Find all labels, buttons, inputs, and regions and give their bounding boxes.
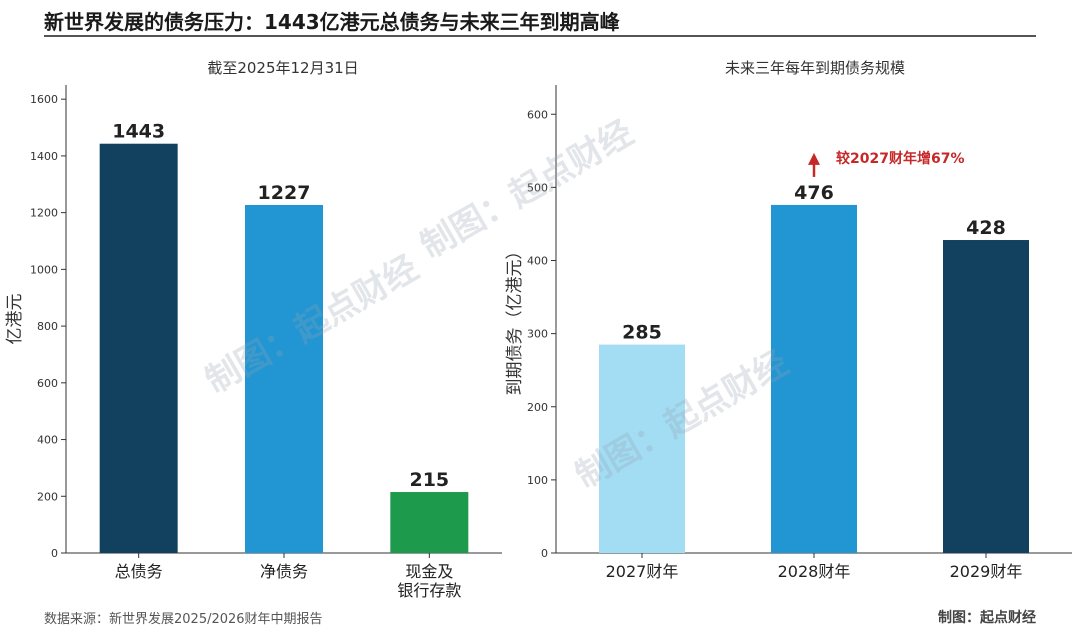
data-source-note: 数据来源：新世界发展2025/2026财年中期报告: [44, 612, 323, 627]
title-divider: [44, 35, 1036, 37]
x-tick-label: 2029财年: [950, 562, 1023, 581]
bar: [599, 344, 685, 553]
y-axis-label: 亿港元: [5, 294, 25, 345]
y-tick-label: 600: [527, 108, 548, 121]
y-tick-label: 600: [37, 377, 58, 390]
y-tick-label: 0: [51, 547, 58, 560]
bar: [771, 204, 857, 554]
y-tick-label: 500: [527, 181, 548, 194]
y-tick-label: 1600: [30, 93, 58, 106]
x-tick-label: 现金及: [405, 562, 453, 581]
data-label: 285: [622, 322, 662, 344]
x-tick-label: 总债务: [115, 562, 163, 581]
y-tick-label: 200: [37, 490, 58, 503]
y-axis-label: 到期债务（亿港元）: [505, 243, 525, 396]
x-tick-label: 净债务: [260, 562, 308, 581]
bar: [99, 143, 178, 553]
x-tick-label: 2027财年: [606, 562, 679, 581]
y-tick-label: 300: [527, 328, 548, 341]
subplot-title: 未来三年每年到期债务规模: [725, 59, 905, 77]
bar: [943, 240, 1029, 553]
y-tick-label: 1000: [30, 263, 58, 276]
data-label: 1227: [258, 182, 311, 204]
data-label: 428: [966, 217, 1006, 239]
y-tick-label: 800: [37, 320, 58, 333]
x-tick-label: 2028财年: [778, 562, 851, 581]
page-title: 新世界发展的债务压力：1443亿港元总债务与未来三年到期高峰: [44, 10, 620, 34]
data-label: 215: [409, 469, 449, 491]
y-tick-label: 400: [527, 255, 548, 268]
y-tick-label: 1200: [30, 207, 58, 220]
data-label: 476: [794, 182, 834, 204]
bar: [245, 204, 323, 553]
maturity-chart: 未来三年每年到期债务规模到期债务（亿港元） 0 100 200 300 400 500 600…: [505, 50, 1080, 605]
y-tick-label: 1400: [30, 150, 58, 163]
y-tick-label: 200: [527, 401, 548, 414]
chart-credit: 制图：起点财经: [938, 610, 1036, 626]
y-tick-label: 100: [527, 474, 548, 487]
x-tick-label: 银行存款: [397, 581, 461, 600]
debt-overview-chart: 截至2025年12月31日亿港元 0 200 400 600 800 1000 1200 140…: [0, 50, 530, 605]
data-label: 1443: [112, 121, 165, 143]
bar: [390, 492, 469, 553]
subplot-title: 截至2025年12月31日: [207, 59, 358, 77]
y-tick-label: 0: [541, 547, 548, 560]
annotation-text: 较2027财年增67%: [836, 150, 964, 167]
y-tick-label: 400: [37, 434, 58, 447]
annotation-arrowhead: [808, 152, 820, 165]
